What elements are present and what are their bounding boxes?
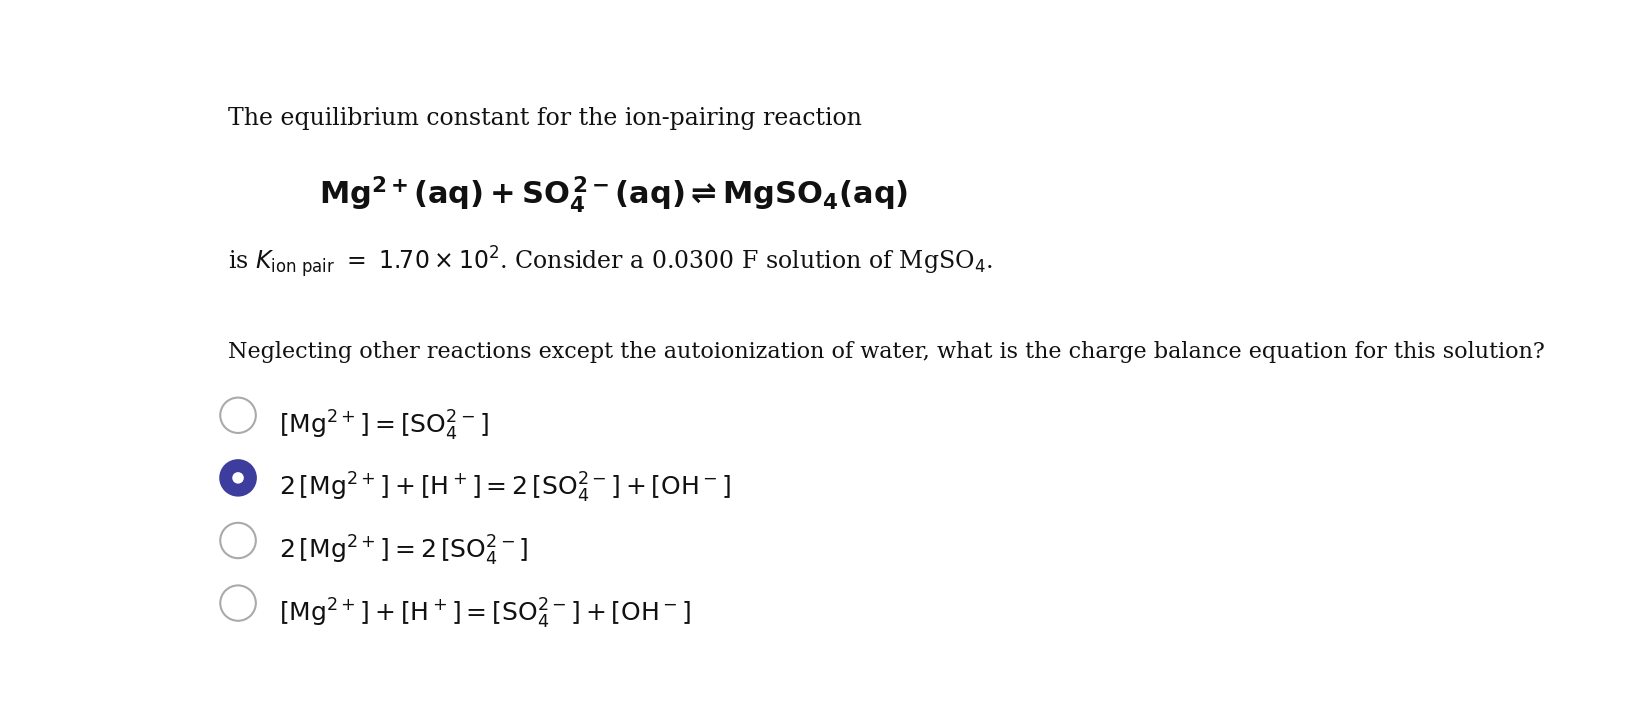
Ellipse shape [233, 472, 244, 484]
Ellipse shape [220, 523, 256, 558]
Text: $[\mathrm{Mg}^{2+}] + [\mathrm{H}^+] = [\mathrm{SO}_4^{2-}] + [\mathrm{OH}^-]$: $[\mathrm{Mg}^{2+}] + [\mathrm{H}^+] = [… [279, 596, 690, 631]
Ellipse shape [220, 460, 256, 496]
Text: Neglecting other reactions except the autoionization of water, what is the charg: Neglecting other reactions except the au… [228, 341, 1544, 364]
Text: The equilibrium constant for the ion-pairing reaction: The equilibrium constant for the ion-pai… [228, 107, 860, 130]
Text: $[\mathrm{Mg}^{2+}] = [\mathrm{SO}_4^{2-}]$: $[\mathrm{Mg}^{2+}] = [\mathrm{SO}_4^{2-… [279, 409, 488, 443]
Text: $2\,[\mathrm{Mg}^{2+}] = 2\,[\mathrm{SO}_4^{2-}]$: $2\,[\mathrm{Mg}^{2+}] = 2\,[\mathrm{SO}… [279, 534, 528, 568]
Ellipse shape [220, 398, 256, 433]
Text: $\mathbf{Mg^{2+}(aq) + SO_4^{\,2-}(aq) \rightleftharpoons MgSO_4(aq)}$: $\mathbf{Mg^{2+}(aq) + SO_4^{\,2-}(aq) \… [320, 174, 908, 215]
Ellipse shape [220, 585, 256, 621]
Text: is $\mathit{K}_{\mathrm{ion\ pair}}\ =\ 1.70 \times 10^{2}$. Consider a 0.0300 F: is $\mathit{K}_{\mathrm{ion\ pair}}\ =\ … [228, 244, 992, 280]
Text: $2\,[\mathrm{Mg}^{2+}] + [\mathrm{H}^+] = 2\,[\mathrm{SO}_4^{2-}] + [\mathrm{OH}: $2\,[\mathrm{Mg}^{2+}] + [\mathrm{H}^+] … [279, 471, 731, 505]
